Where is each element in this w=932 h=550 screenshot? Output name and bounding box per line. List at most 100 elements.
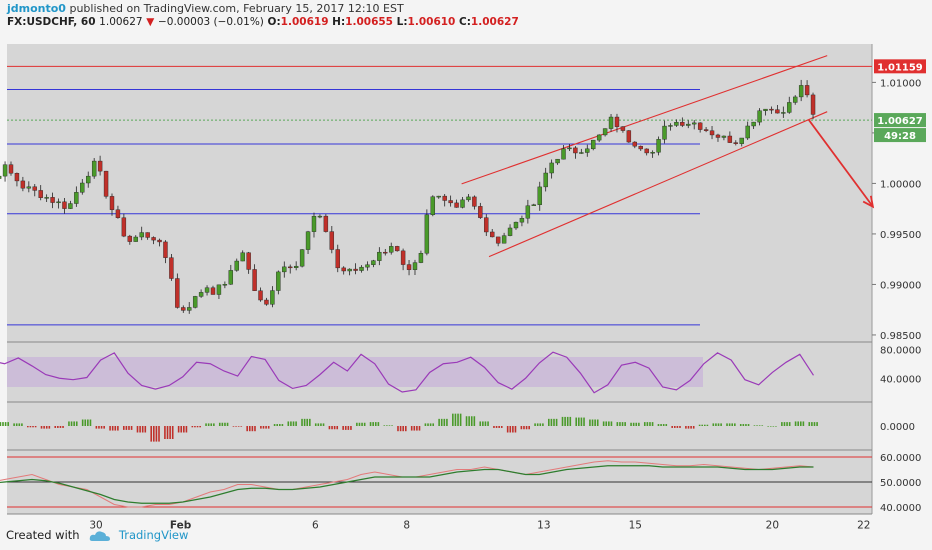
candle-body — [175, 278, 180, 308]
candle-body — [448, 200, 453, 204]
candle-body — [810, 94, 816, 115]
candle-body — [264, 299, 269, 305]
macd-bar — [514, 426, 517, 433]
candle-body — [507, 227, 513, 236]
macd-bar — [602, 421, 605, 426]
candle-body — [2, 164, 8, 177]
macd-bar — [45, 426, 48, 429]
candle-body — [519, 218, 525, 223]
macd-bar — [194, 426, 196, 428]
macd-bar — [452, 413, 454, 426]
candle-body — [91, 160, 97, 177]
candle-body — [282, 266, 287, 273]
candle-body — [501, 235, 507, 244]
arrow-head — [862, 195, 875, 209]
macd-bar — [745, 424, 747, 426]
price-tick-label: 0.99500 — [880, 230, 921, 241]
macd-bar — [43, 426, 45, 429]
price-badge-label: 1.01159 — [877, 62, 923, 73]
macd-bar — [685, 426, 687, 429]
candle-body — [187, 307, 192, 311]
macd-bar — [459, 413, 462, 426]
published-text: published on TradingView.com, February 1… — [69, 2, 404, 15]
candle-body — [371, 260, 376, 265]
candle-body — [424, 214, 430, 254]
macd-bar — [706, 424, 709, 426]
tradingview-brand-link[interactable]: TradingView — [118, 528, 189, 542]
macd-bar — [232, 426, 235, 427]
macd-bar — [32, 426, 34, 428]
candle-body — [228, 270, 234, 285]
candle-body — [775, 109, 780, 114]
macd-bar — [534, 423, 536, 426]
candle-body — [721, 135, 727, 138]
macd-bar — [226, 422, 229, 426]
candle-body — [638, 145, 643, 150]
macd-bar — [57, 426, 59, 428]
author-link[interactable]: jdmonto0 — [7, 2, 66, 15]
macd-bar — [632, 422, 635, 426]
candle-body — [757, 110, 762, 123]
candle-body — [56, 201, 61, 204]
candle-body — [668, 125, 673, 127]
down-arrow-icon: ▼ — [146, 16, 155, 28]
candle-body — [151, 237, 156, 241]
macd-bar — [662, 424, 665, 426]
macd-bar — [728, 423, 731, 426]
macd-bar — [399, 426, 402, 432]
candle-body — [549, 162, 554, 174]
candle-body — [418, 253, 424, 263]
macd-bar — [254, 426, 256, 432]
macd-bar — [130, 426, 133, 430]
candle-body — [412, 262, 418, 270]
candle-body — [763, 108, 768, 111]
macd-bar — [802, 421, 805, 426]
macd-bar — [443, 418, 446, 426]
macd-bar — [429, 423, 432, 426]
time-tick-label: 20 — [766, 519, 779, 531]
candle-body — [656, 139, 661, 153]
macd-bar — [468, 416, 470, 426]
candle-body — [632, 141, 638, 147]
macd-bar — [509, 426, 512, 433]
candle-body — [26, 186, 32, 189]
macd-bar — [610, 421, 613, 426]
macd-bar — [95, 426, 98, 429]
macd-bar — [767, 426, 769, 427]
macd-bar — [555, 418, 558, 426]
macd-bar — [621, 422, 624, 426]
macd-bar — [649, 422, 651, 426]
macd-bar — [424, 423, 427, 426]
candle-body — [531, 204, 537, 206]
candle-body — [662, 125, 667, 140]
macd-bar — [158, 426, 160, 442]
macd-bar — [306, 418, 309, 426]
candle-body — [406, 264, 412, 270]
macd-bar — [799, 421, 802, 426]
candle-body — [377, 251, 382, 261]
candle-body — [751, 121, 756, 127]
macd-bar — [404, 426, 407, 432]
candle-body — [365, 264, 370, 268]
macd-bar — [397, 426, 399, 432]
macd-bar — [635, 422, 638, 426]
macd-bar — [333, 426, 336, 430]
candle-body — [400, 250, 406, 265]
candle-body — [650, 152, 655, 154]
candle-body — [543, 172, 548, 188]
macd-bar — [410, 426, 413, 431]
macd-bar — [328, 426, 331, 430]
time-tick-label: 13 — [537, 519, 550, 531]
macd-bar — [29, 426, 32, 428]
macd-bar — [608, 421, 610, 426]
macd-bar — [416, 426, 418, 431]
macd-bar — [775, 426, 777, 427]
macd-bar — [218, 422, 221, 426]
macd-bar — [48, 426, 51, 429]
candle-body — [692, 122, 697, 125]
macd-bar — [788, 422, 791, 426]
candle-body — [62, 201, 67, 209]
macd-bar — [808, 422, 811, 426]
candle-body — [798, 85, 804, 98]
